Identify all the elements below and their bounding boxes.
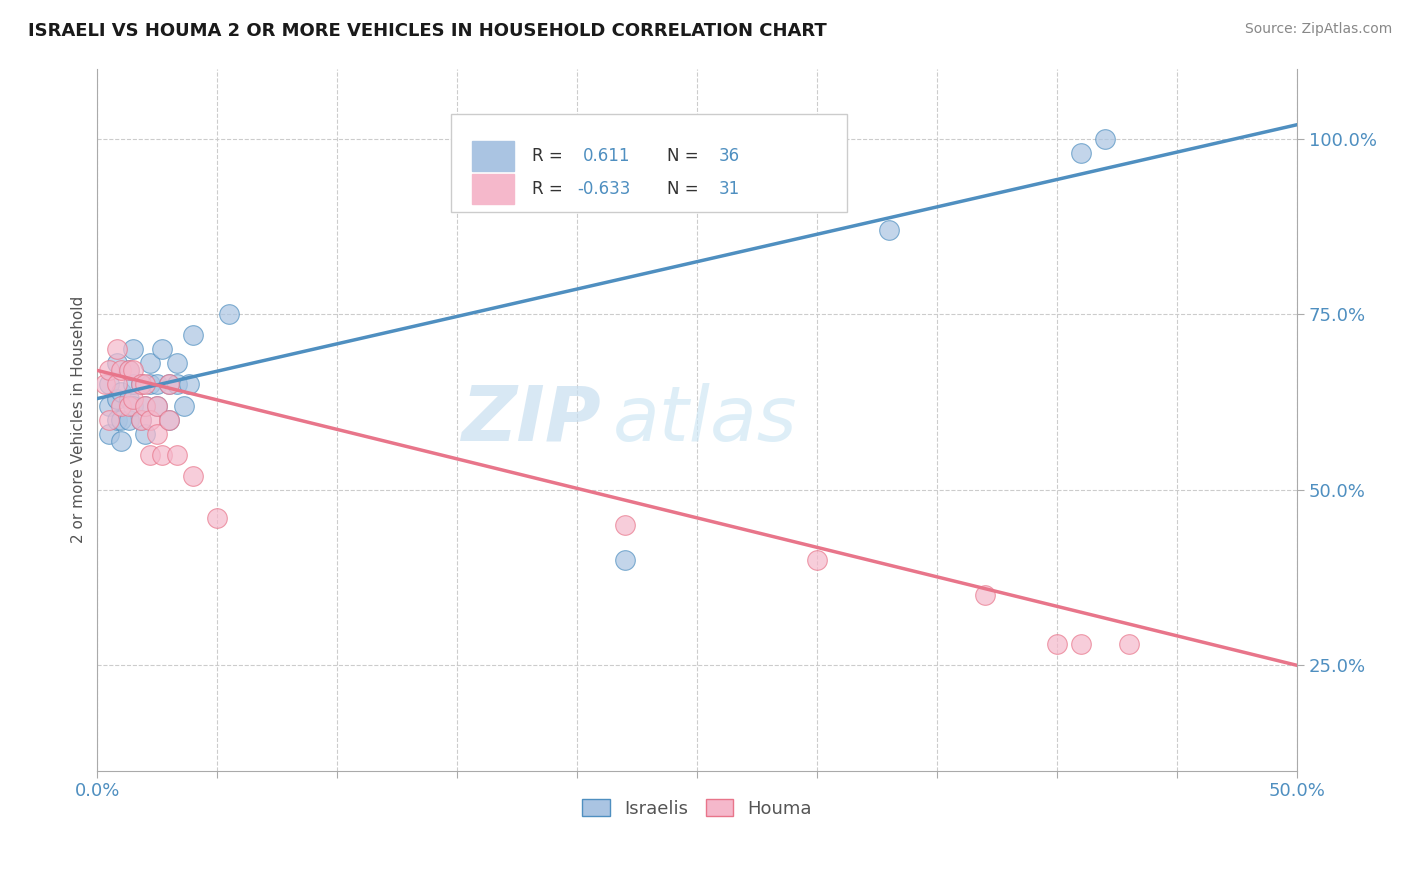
Point (1118, 637, 1140, 651)
Point (122, 343, 145, 357)
Text: Source: ZipAtlas.com: Source: ZipAtlas.com (1244, 22, 1392, 37)
Point (105, 412, 128, 426)
Point (117, 399, 139, 413)
Point (134, 399, 156, 413)
Point (93, 377, 115, 392)
Point (1070, 637, 1092, 651)
Point (105, 343, 128, 357)
Point (117, 363, 139, 377)
Point (134, 377, 156, 392)
Text: N =: N = (668, 147, 699, 165)
Point (139, 377, 162, 392)
Point (129, 377, 152, 392)
Point (157, 377, 180, 392)
Text: atlas: atlas (613, 383, 797, 457)
Point (110, 363, 132, 377)
Point (166, 356, 188, 370)
Point (183, 328, 205, 343)
Point (110, 412, 132, 426)
Point (117, 363, 139, 377)
Point (146, 399, 169, 413)
Point (146, 426, 169, 441)
Point (150, 448, 173, 462)
Text: R =: R = (531, 180, 562, 198)
Point (122, 377, 145, 392)
Point (117, 412, 139, 426)
Text: N =: N = (668, 180, 699, 198)
Point (98, 363, 121, 377)
Point (166, 448, 188, 462)
Point (129, 412, 152, 426)
Point (122, 392, 145, 406)
Point (177, 377, 200, 392)
Point (1070, 145, 1092, 160)
Point (134, 399, 156, 413)
Point (974, 588, 997, 602)
Point (877, 223, 900, 237)
Point (98, 399, 121, 413)
Y-axis label: 2 or more Vehicles in Household: 2 or more Vehicles in Household (72, 296, 86, 543)
Point (110, 399, 132, 413)
Point (122, 399, 145, 413)
Bar (471, 174, 513, 203)
Point (134, 426, 156, 441)
Point (98, 426, 121, 441)
Text: ISRAELI VS HOUMA 2 OR MORE VEHICLES IN HOUSEHOLD CORRELATION CHART: ISRAELI VS HOUMA 2 OR MORE VEHICLES IN H… (28, 22, 827, 40)
Point (157, 412, 180, 426)
Point (105, 377, 128, 392)
Point (139, 448, 162, 462)
Bar (471, 141, 513, 170)
Point (806, 553, 828, 567)
Point (218, 307, 240, 321)
Point (139, 412, 162, 426)
Point (129, 412, 152, 426)
Point (173, 399, 195, 413)
FancyBboxPatch shape (451, 114, 848, 212)
Point (98, 377, 121, 392)
Point (157, 412, 180, 426)
Point (110, 384, 132, 399)
Text: R =: R = (531, 147, 562, 165)
Point (1094, 132, 1116, 146)
Point (129, 377, 152, 392)
Text: 36: 36 (718, 147, 740, 165)
Text: 0.611: 0.611 (583, 147, 631, 165)
Point (1046, 637, 1069, 651)
Point (105, 356, 128, 370)
Text: ZIP: ZIP (461, 383, 602, 457)
Point (105, 392, 128, 406)
Text: -0.633: -0.633 (578, 180, 631, 198)
Point (122, 363, 145, 377)
Legend: Israelis, Houma: Israelis, Houma (575, 792, 820, 825)
Point (614, 553, 637, 567)
Point (98, 412, 121, 426)
Point (139, 356, 162, 370)
Point (150, 343, 173, 357)
Point (146, 399, 169, 413)
Point (614, 517, 637, 532)
Point (207, 511, 229, 525)
Point (183, 468, 205, 483)
Point (166, 377, 188, 392)
Point (146, 377, 169, 392)
Point (110, 434, 132, 448)
Text: 31: 31 (718, 180, 740, 198)
Point (157, 377, 180, 392)
Point (117, 392, 139, 406)
